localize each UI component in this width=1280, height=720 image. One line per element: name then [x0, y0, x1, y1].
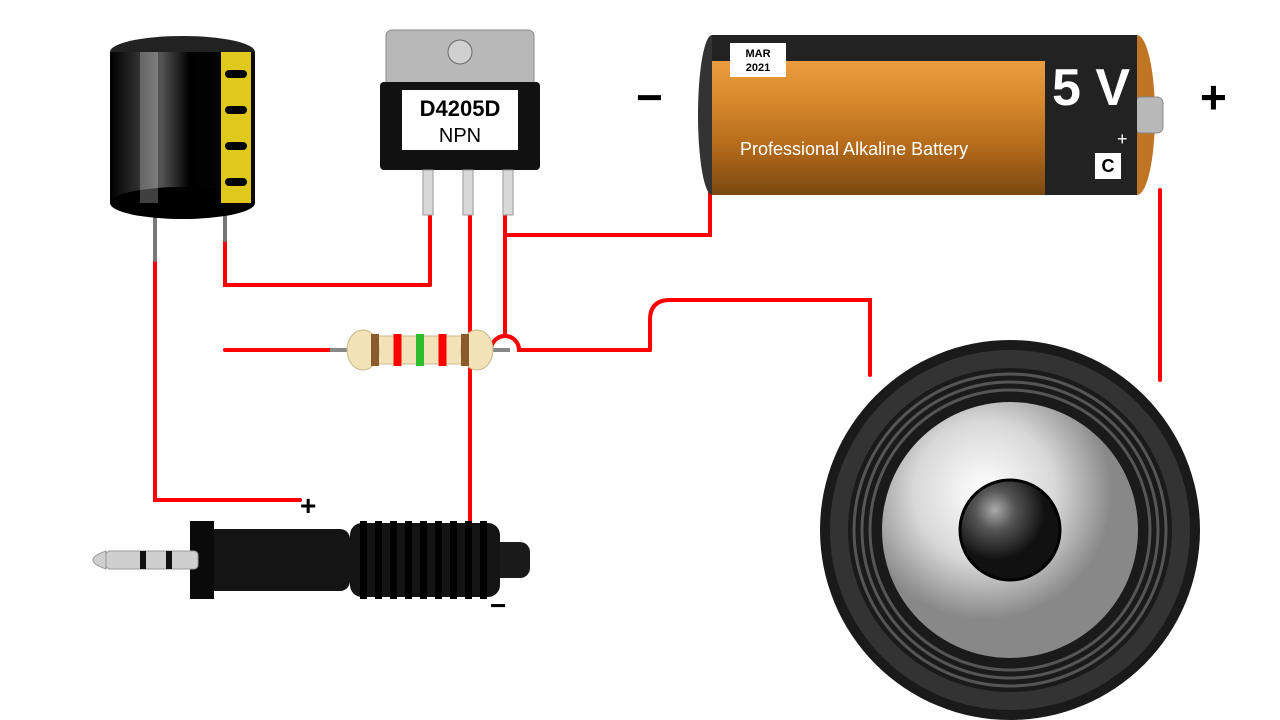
svg-text:C: C: [1102, 156, 1115, 176]
speaker: [820, 340, 1200, 720]
svg-text:+: +: [1117, 129, 1128, 149]
svg-text:MAR: MAR: [745, 48, 770, 60]
battery: MAR 2021 5 V Professional Alkaline Battery C…: [698, 35, 1163, 195]
battery-plus-label: +: [1200, 70, 1227, 124]
jack-plus-label: +: [300, 490, 316, 522]
capacitor: [110, 36, 255, 219]
circuit-diagram: D4205D NPN MAR 2021 5 V Professional Alkalin…: [0, 0, 1280, 720]
svg-text:NPN: NPN: [439, 125, 481, 147]
svg-text:2021: 2021: [746, 62, 770, 74]
svg-text:D4205D: D4205D: [420, 96, 501, 121]
audio-jack: [93, 521, 530, 599]
wire-bridge: [491, 235, 519, 354]
resistor: [330, 330, 510, 370]
battery-minus-label: −: [636, 70, 663, 124]
jack-minus-label: −: [490, 590, 506, 622]
svg-text:Professional Alkaline Battery: Professional Alkaline Battery: [740, 139, 968, 159]
svg-text:5 V: 5 V: [1052, 59, 1130, 117]
transistor: D4205D NPN: [380, 30, 540, 215]
